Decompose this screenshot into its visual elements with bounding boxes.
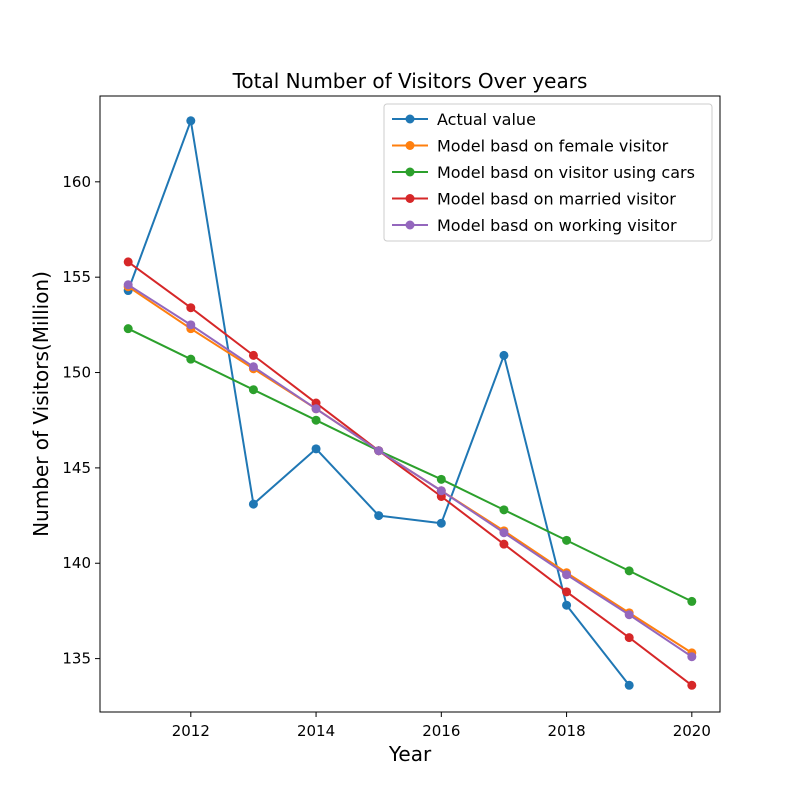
legend-marker xyxy=(405,167,415,177)
data-point xyxy=(123,280,133,290)
data-point xyxy=(499,350,509,360)
data-point xyxy=(562,535,572,545)
data-point xyxy=(687,652,697,662)
data-point xyxy=(248,350,258,360)
data-point xyxy=(186,320,196,330)
x-tick-label: 2012 xyxy=(172,722,210,740)
data-point xyxy=(499,528,509,538)
y-tick-label: 140 xyxy=(62,554,91,572)
data-point xyxy=(123,324,133,334)
data-point xyxy=(248,362,258,372)
data-point xyxy=(562,600,572,610)
legend-marker xyxy=(405,220,415,230)
x-tick-label: 2018 xyxy=(547,722,585,740)
data-point xyxy=(624,633,634,643)
legend: Actual value Model basd on female visitor… xyxy=(383,103,713,242)
x-tick-label: 2020 xyxy=(673,722,711,740)
chart-title: Total Number of Visitors Over years xyxy=(232,69,588,93)
y-axis-label: Number of Visitors(Million) xyxy=(29,271,53,537)
x-tick-label: 2016 xyxy=(422,722,460,740)
legend-marker xyxy=(405,141,415,150)
data-point xyxy=(186,354,196,364)
plot-frame xyxy=(99,95,721,713)
y-tick-label: 150 xyxy=(62,364,91,382)
legend-label: Model basd on working visitor xyxy=(437,216,677,235)
data-point xyxy=(123,257,133,267)
data-point xyxy=(562,587,572,597)
plot-area xyxy=(123,116,697,690)
data-point xyxy=(624,610,634,620)
series-line-3 xyxy=(127,261,693,687)
legend-box xyxy=(383,103,713,242)
data-point xyxy=(311,415,321,425)
data-point xyxy=(436,518,446,528)
y-tick-label: 155 xyxy=(62,268,91,286)
legend-marker xyxy=(405,194,415,203)
legend-label: Actual value xyxy=(437,110,536,129)
data-point xyxy=(499,539,509,549)
data-point xyxy=(436,486,446,496)
x-axis-label: Year xyxy=(388,742,432,766)
data-point xyxy=(186,303,196,313)
data-point xyxy=(624,566,634,576)
legend-label: Model basd on visitor using cars xyxy=(437,163,695,182)
y-tick-label: 160 xyxy=(62,173,91,191)
data-point xyxy=(311,404,321,414)
data-point xyxy=(374,446,384,456)
legend-marker xyxy=(405,114,415,124)
y-tick-label: 135 xyxy=(62,650,91,668)
data-point xyxy=(624,680,634,690)
data-point xyxy=(248,385,258,395)
data-point xyxy=(687,596,697,606)
data-point xyxy=(186,116,196,126)
data-point xyxy=(499,505,509,515)
axis-ticks: 2012 2014 2016 2018 2020 135 140 145 150 155 160 xyxy=(62,173,711,740)
data-point xyxy=(436,474,446,484)
series-line-2 xyxy=(127,327,693,603)
data-point xyxy=(374,511,384,521)
legend-label: Model basd on married visitor xyxy=(437,190,676,209)
data-point xyxy=(562,570,572,580)
series-line-4 xyxy=(127,283,693,658)
data-point xyxy=(687,680,697,690)
y-tick-label: 145 xyxy=(62,459,91,477)
legend-label: Model basd on female visitor xyxy=(437,137,669,156)
data-point xyxy=(248,499,258,509)
data-point xyxy=(311,444,321,454)
x-tick-label: 2014 xyxy=(297,722,335,740)
